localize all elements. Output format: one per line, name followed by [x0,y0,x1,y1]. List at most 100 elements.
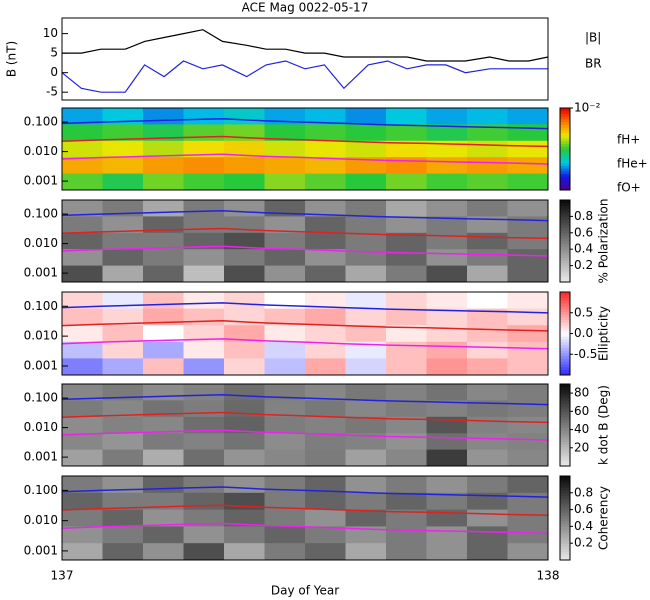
heatmap-cell [102,325,144,343]
colorbar-step [560,546,570,550]
heatmap-cell [183,433,225,451]
heatmap-cell [224,341,265,359]
panel-frame [61,383,549,467]
colorbar-step [560,363,570,368]
colorbar-step [560,110,570,114]
heatmap-cell [467,325,508,343]
heatmap-cell [305,200,346,217]
colorbar-step [560,292,570,296]
heatmap-cell [62,476,103,494]
heatmap-cell [102,249,144,267]
colorbar-step [560,509,570,513]
heatmap-cell [305,216,346,234]
colorbar-step [560,327,570,332]
heatmap-cell [507,157,549,175]
heatmap-cell [386,308,427,326]
colorbar-step [560,276,570,280]
heatmap-cell [183,449,225,467]
heatmap-cell [264,509,306,527]
y-tick-label: 0.100 [24,207,58,221]
heatmap-cell [467,140,508,158]
heatmap-cell [62,216,103,234]
heatmap-cell [507,492,549,511]
y-tick-label: -5 [46,85,58,99]
heatmap-cell [183,173,225,191]
heatmap-cell [467,216,508,234]
colorbar-step [560,526,570,530]
heatmap-cell [183,358,225,376]
colorbar-step [560,355,570,359]
heatmap-cell [224,509,265,527]
colorbar-step [560,113,570,117]
heatmap-cell [386,416,427,434]
colorbar-frame [559,475,571,561]
colorbar-step [560,358,570,362]
colorbar-step [560,208,570,212]
colorbar-step [560,230,570,234]
colorbar-step [560,140,570,145]
heatmap-cell [386,526,427,544]
colorbar-step [560,260,570,264]
colorbar-tick-label: 10⁻² [574,101,601,115]
colorbar-step [560,551,570,555]
heatmap-cell [345,140,387,158]
colorbar-step [560,202,570,206]
heatmap-cell [183,308,225,326]
heatmap-cell [224,416,265,434]
heatmap-cell [305,249,346,267]
colorbar-step [560,446,570,451]
colorbar-step [560,308,570,312]
heatmap-cell [143,157,184,175]
colorbar-step [560,294,570,299]
heatmap-cell [143,449,184,467]
colorbar-step [560,149,570,153]
heatmap-cell [507,265,549,283]
colorbar-step [560,430,570,434]
colorbar-step [560,241,570,245]
heatmap-cell [102,216,144,234]
heatmap-cell [507,249,549,267]
colorbar-tick-label: 0.4 [574,242,593,256]
heatmap-cell [102,140,144,158]
heatmap-cell [264,325,306,343]
colorbar-step [560,543,570,547]
colorbar-step [560,322,570,326]
colorbar-step [560,438,570,442]
y-tick-label: 0.100 [24,391,58,405]
heatmap-cell [386,173,427,191]
heatmap-cell [102,124,144,142]
heatmap-cell [224,476,265,494]
colorbar-step [560,441,570,445]
heatmap-cell [467,526,508,544]
heatmap-cell [345,292,387,310]
colorbar-step [560,219,570,223]
colorbar-step [560,325,570,329]
colorbar-step [560,455,570,459]
heatmap-cell [102,308,144,326]
heatmap-cell [264,341,306,359]
heatmap-cell [345,476,387,494]
colorbar-step [560,303,570,307]
heatmap-cell [467,509,508,527]
heatmap-cell [305,341,346,359]
colorbar-step [560,425,570,429]
colorbar-step [560,135,570,139]
heatmap-cell [386,400,427,418]
heatmap-cell [183,384,225,401]
heatmap-cell [224,140,265,158]
heatmap-cell [467,265,508,283]
colorbar-step [560,319,570,323]
frequency-line [61,135,549,148]
heatmap-cell [386,292,427,310]
heatmap-cell [386,325,427,343]
heatmap-cell [264,543,306,561]
heatmap-cell [507,140,549,158]
colorbar-step [560,463,570,467]
frequency-line [61,320,549,332]
heatmap-cell [345,249,387,267]
colorbar-step [560,173,570,177]
colorbar-step [560,478,570,483]
heatmap-cell [305,509,346,527]
panel-frame [61,17,549,101]
frequency-line [61,504,549,517]
